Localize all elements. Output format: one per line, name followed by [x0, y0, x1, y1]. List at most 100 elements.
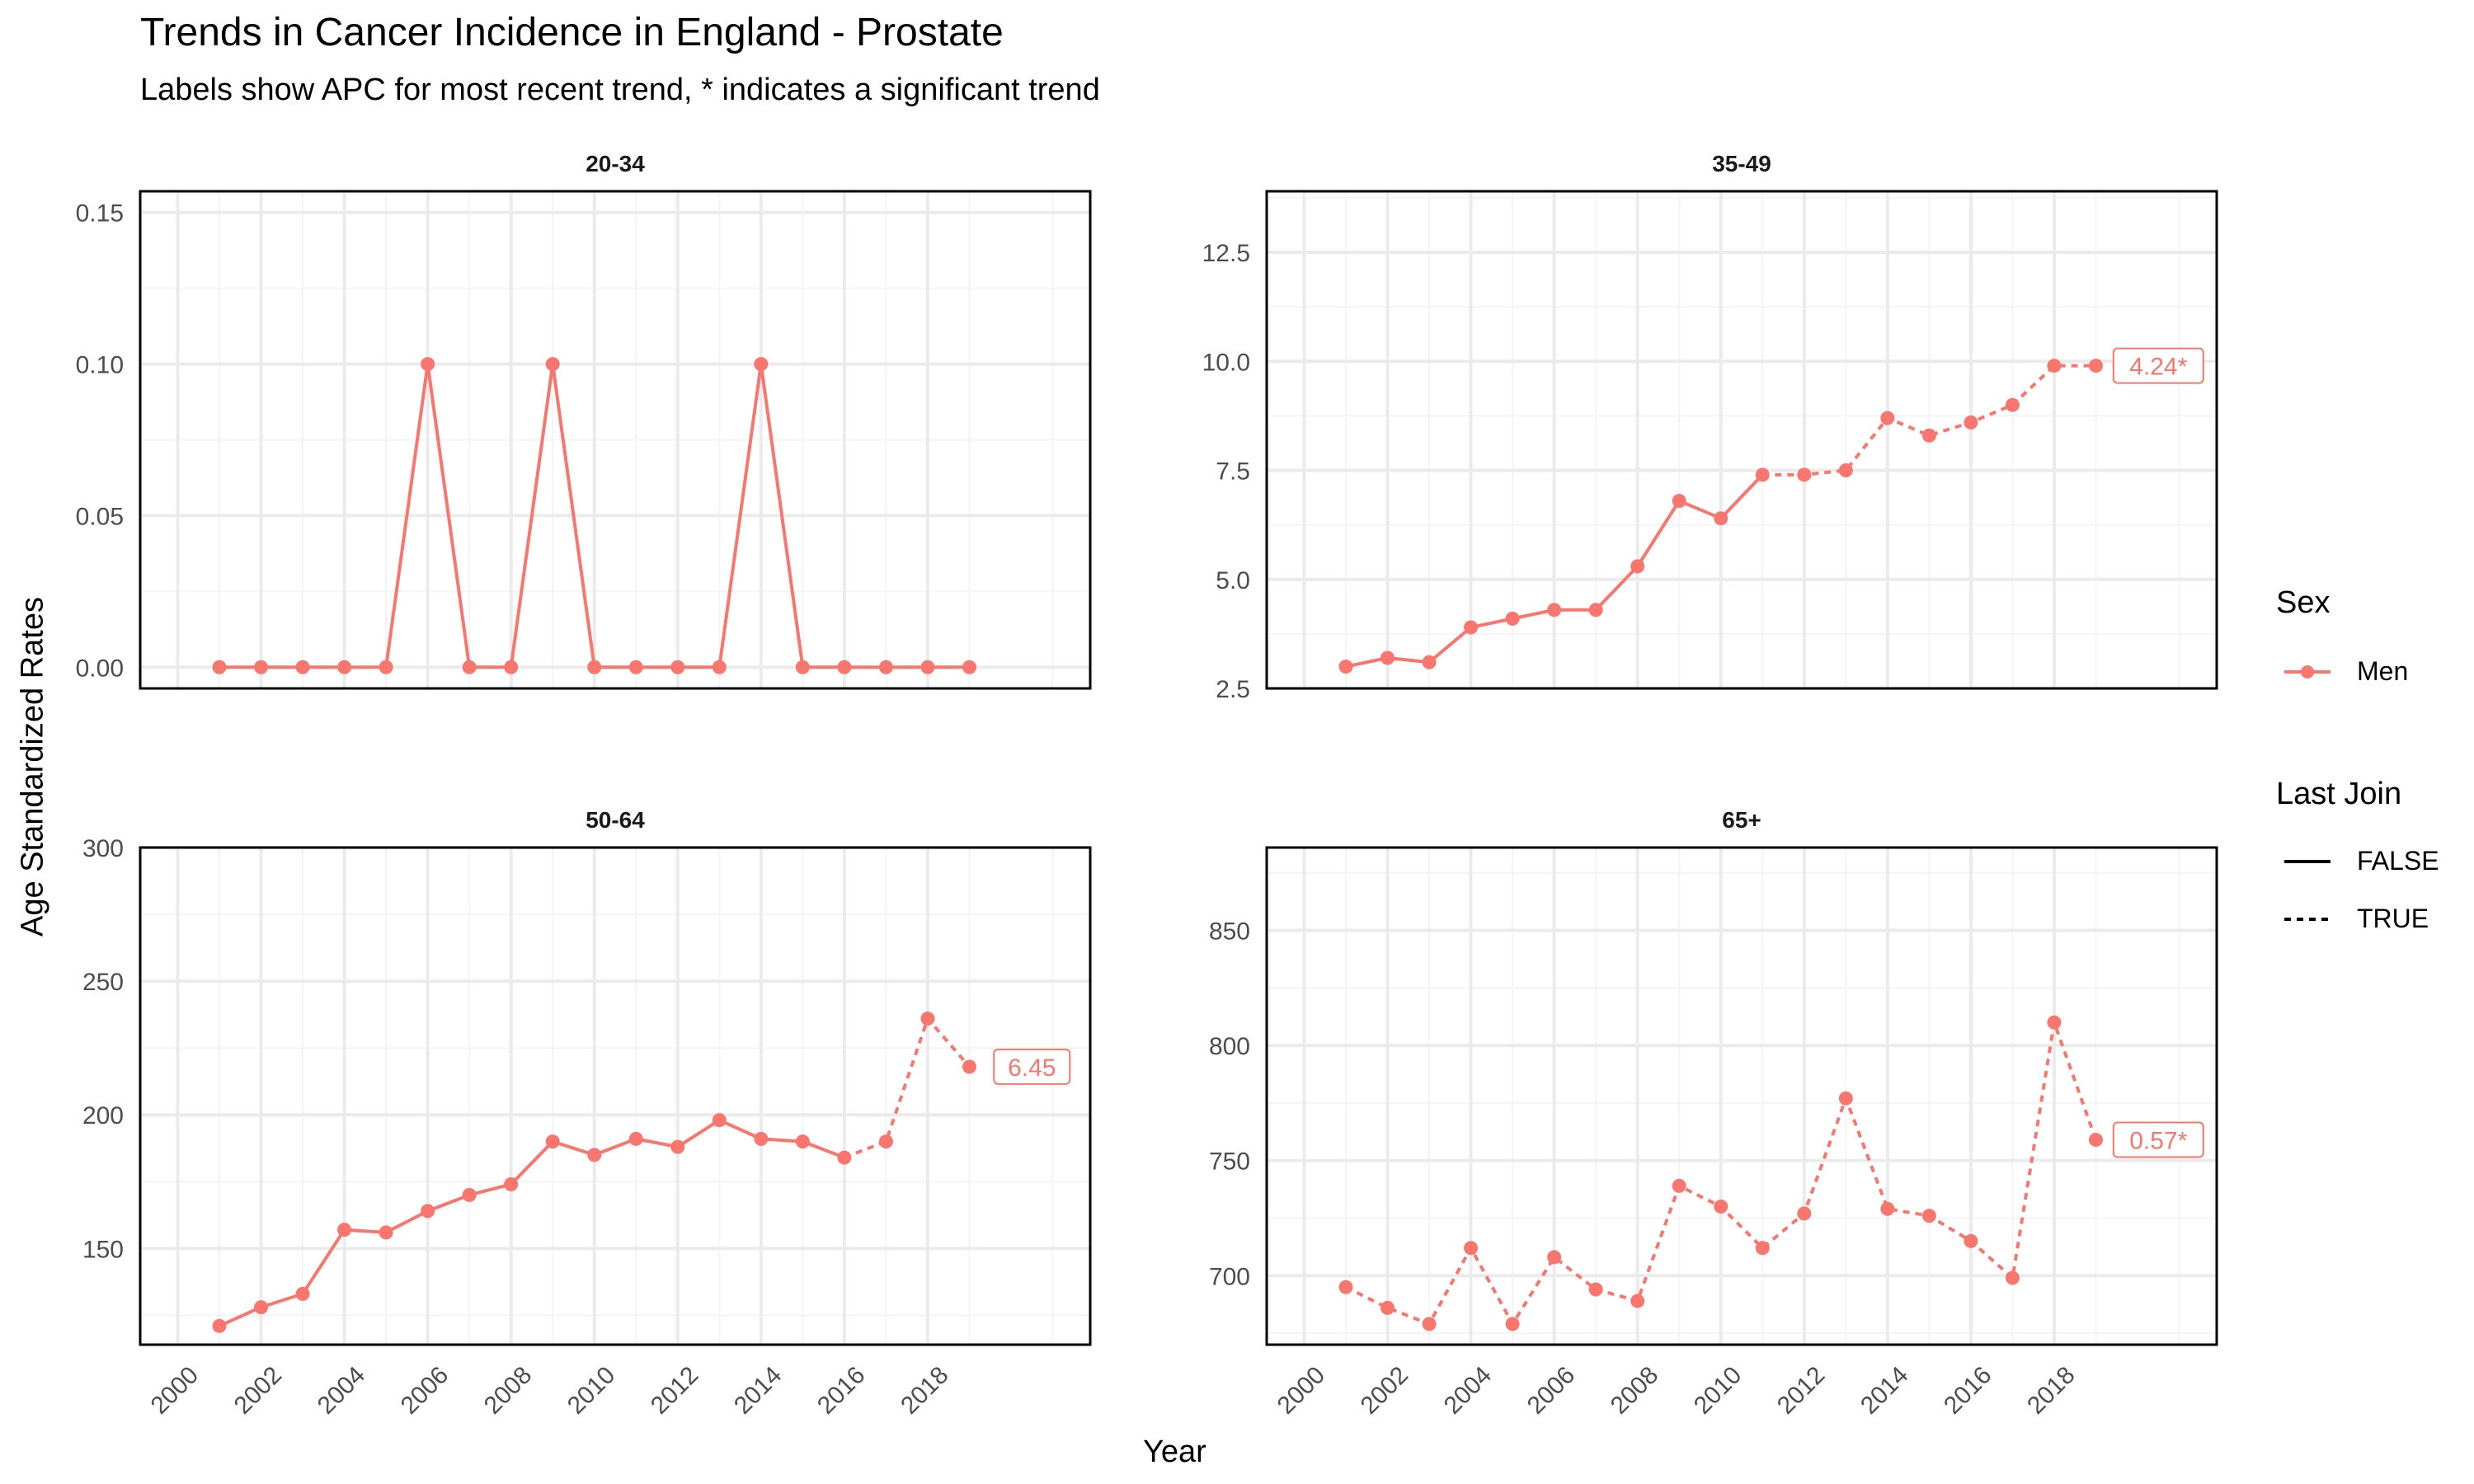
legend-join-title: Last Join [2276, 777, 2402, 811]
panel-border [1265, 190, 2218, 690]
data-point [1588, 1282, 1603, 1297]
legend-men-label: Men [2357, 656, 2409, 686]
y-tick-label: 2.5 [1216, 676, 1250, 703]
data-point [1380, 650, 1395, 665]
data-point [1505, 611, 1520, 626]
y-tick-label: 300 [82, 835, 124, 862]
data-point [2088, 1133, 2103, 1148]
data-point [1714, 1200, 1729, 1214]
data-point [504, 660, 519, 674]
data-point [212, 1318, 227, 1333]
data-point [837, 1150, 852, 1165]
legend-true-label: TRUE [2357, 904, 2429, 933]
data-point [795, 660, 810, 674]
x-tick-label: 2018 [896, 1361, 954, 1420]
data-point [1338, 660, 1353, 674]
x-tick-label: 2000 [1272, 1361, 1331, 1420]
data-point [1547, 603, 1562, 618]
x-axis-title: Year [1143, 1435, 1206, 1469]
data-point [545, 1134, 560, 1149]
data-point [295, 660, 310, 674]
data-point [504, 1176, 519, 1191]
data-point [837, 660, 852, 674]
data-point [1714, 511, 1729, 526]
x-tick-label: 2008 [479, 1361, 538, 1420]
data-point [379, 1225, 393, 1240]
x-tick-label: 2006 [1522, 1361, 1581, 1420]
x-tick-label: 2014 [729, 1361, 788, 1420]
x-tick-label: 2002 [229, 1361, 288, 1420]
x-tick-label: 2002 [1356, 1361, 1414, 1420]
data-point [295, 1286, 310, 1301]
x-tick-label: 2012 [1772, 1361, 1831, 1420]
y-tick-label: 10.0 [1202, 349, 1250, 376]
data-point [1630, 559, 1645, 574]
y-tick-label: 0.10 [76, 352, 124, 379]
panel-50-64: 50-64 150 200 250 300 2000 2002 2004 2006 2008 201… [82, 807, 1092, 1420]
y-tick-label: 150 [82, 1236, 124, 1263]
apc-label-box [2112, 1121, 2204, 1158]
data-point [2088, 359, 2103, 373]
y-tick-label: 0.05 [76, 503, 124, 530]
data-point [1672, 1178, 1686, 1193]
y-tick-label: 700 [1209, 1263, 1250, 1290]
data-point [1921, 1209, 1936, 1223]
y-tick-label: 800 [1209, 1033, 1250, 1060]
legend-men-key [2284, 665, 2331, 679]
panel-border [139, 846, 1092, 1346]
data-point [1755, 467, 1770, 482]
data-point [878, 1134, 893, 1149]
data-point [712, 1113, 727, 1128]
data-point [1464, 1241, 1479, 1256]
data-point [337, 660, 352, 674]
y-tick-label: 750 [1209, 1148, 1250, 1176]
data-point [920, 1011, 935, 1026]
data-point [2005, 397, 2020, 412]
data-point [1422, 655, 1437, 669]
data-point [628, 1131, 643, 1146]
x-tick-label: 2006 [396, 1361, 454, 1420]
series-line-dashed [844, 1015, 971, 1159]
data-point [670, 660, 685, 674]
x-tick-label: 2000 [146, 1361, 205, 1420]
data-point [1338, 1280, 1353, 1294]
y-tick-label: 0.15 [76, 200, 124, 228]
x-tick-label: 2014 [1856, 1361, 1914, 1420]
data-point [212, 660, 227, 674]
y-tick-label: 250 [82, 969, 124, 996]
x-tick-label: 2004 [1439, 1361, 1498, 1420]
x-tick-label: 2016 [1939, 1361, 1997, 1420]
x-tick-label: 2008 [1606, 1361, 1664, 1420]
x-tick-label: 2010 [562, 1361, 621, 1420]
data-point [754, 1131, 769, 1146]
data-point [462, 1187, 477, 1202]
x-tick-label: 2004 [313, 1361, 371, 1420]
data-point [1505, 1317, 1520, 1331]
legend-true-key [2284, 918, 2331, 921]
data-point [2047, 1015, 2062, 1030]
data-point [1380, 1300, 1395, 1315]
panel-35-49: 35-49 2.5 5.0 7.5 10.0 12.5 4.24* [1202, 151, 2218, 703]
y-tick-label: 0.00 [76, 655, 124, 682]
data-point [920, 660, 935, 674]
data-point [1422, 1317, 1437, 1331]
apc-label: 6.45 [1008, 1054, 1056, 1082]
data-point [962, 660, 976, 674]
data-point [628, 660, 643, 674]
legend-false-key [2284, 860, 2331, 863]
data-point [712, 660, 727, 674]
chart-subtitle: Labels show APC for most recent trend, *… [140, 73, 1100, 107]
data-point [878, 660, 893, 674]
apc-label: 4.24* [2129, 354, 2187, 381]
data-point [795, 1134, 810, 1149]
data-point [254, 660, 269, 674]
y-tick-label: 12.5 [1202, 240, 1250, 267]
data-point [421, 1204, 435, 1219]
panel-title: 65+ [1722, 807, 1761, 833]
data-point [1547, 1250, 1562, 1265]
data-point [1964, 415, 1978, 430]
data-point [1880, 411, 1895, 425]
panel-border [1265, 846, 2218, 1346]
data-point [587, 1148, 602, 1162]
